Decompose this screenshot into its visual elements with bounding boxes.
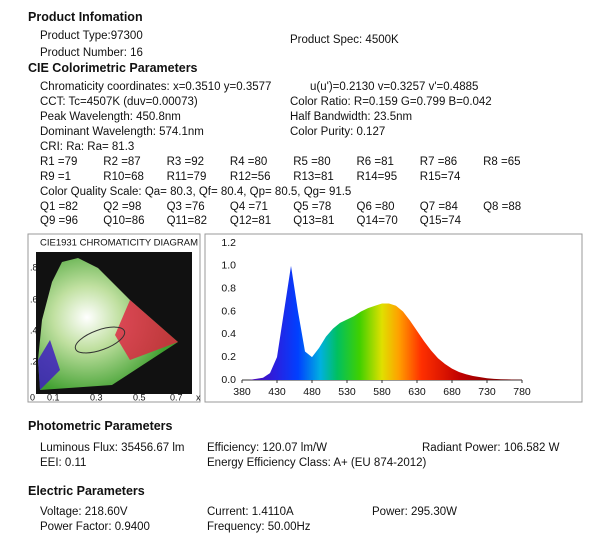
text: R10=68 bbox=[103, 171, 144, 183]
text: Q2 =98 bbox=[103, 201, 142, 213]
text: R5 =80 bbox=[293, 156, 331, 168]
y-tick-label: 0.6 bbox=[221, 305, 236, 317]
section-title: Product Infomation bbox=[28, 10, 143, 24]
section-title: Photometric Parameters bbox=[28, 419, 173, 433]
text: R2 =87 bbox=[103, 156, 141, 168]
text: Q3 =76 bbox=[166, 201, 205, 213]
text: Luminous Flux: 35456.67 lm bbox=[40, 442, 185, 454]
text: R6 =81 bbox=[356, 156, 394, 168]
text: Q13=81 bbox=[293, 215, 335, 227]
text: Q11=82 bbox=[166, 215, 207, 227]
text: Q4 =71 bbox=[229, 201, 268, 213]
text: Q9 =96 bbox=[40, 215, 79, 227]
text: Product Spec: 4500K bbox=[290, 34, 399, 46]
axis-label: .6 bbox=[30, 294, 38, 304]
text: Q12=81 bbox=[229, 215, 272, 227]
text: Power Factor: 0.9400 bbox=[40, 521, 150, 533]
text: Q5 =78 bbox=[293, 201, 332, 213]
text: R7 =86 bbox=[419, 156, 458, 168]
text: R8 =65 bbox=[483, 156, 521, 168]
text: R11=79 bbox=[166, 171, 207, 183]
text: CRI: Ra: Ra= 81.3 bbox=[40, 141, 135, 153]
x-tick-label: 430 bbox=[268, 386, 286, 398]
x-tick-label: 380 bbox=[233, 386, 251, 398]
x-tick-label: 480 bbox=[303, 386, 321, 398]
x-tick-label: 630 bbox=[408, 386, 426, 398]
section-title: Electric Parameters bbox=[28, 484, 145, 498]
axis-label: 0 bbox=[30, 392, 35, 402]
y-tick-label: 0.8 bbox=[221, 282, 236, 294]
text: Energy Efficiency Class: A+ (EU 874-2012… bbox=[207, 457, 427, 469]
diagram-title: CIE1931 CHROMATICITY DIAGRAM bbox=[40, 238, 198, 249]
text: Dominant Wavelength: 574.1nm bbox=[40, 126, 204, 138]
text: Q10=86 bbox=[103, 215, 145, 227]
text: Q15=74 bbox=[419, 215, 462, 227]
x-tick-label: 780 bbox=[513, 386, 531, 398]
text: R9 =1 bbox=[40, 171, 72, 183]
axis-label: 0.5 bbox=[133, 392, 146, 402]
axis-label: 0.1 bbox=[47, 392, 60, 402]
axis-label: 0.3 bbox=[90, 392, 103, 402]
spectrum-area bbox=[242, 265, 522, 380]
text: Product Number: 16 bbox=[40, 47, 143, 59]
text: Color Quality Scale: Qa= 80.3, Qf= 80.4,… bbox=[40, 186, 352, 198]
y-tick-label: 1.0 bbox=[221, 260, 236, 272]
y-tick-label: 0.0 bbox=[221, 374, 236, 386]
axis-label: 0.7 bbox=[170, 392, 183, 402]
y-tick-label: 0.4 bbox=[221, 328, 236, 340]
text: CCT: Tc=4507K (duv=0.00073) bbox=[40, 96, 198, 108]
x-tick-label: 730 bbox=[478, 386, 496, 398]
text: R15=74 bbox=[419, 171, 461, 183]
text: R14=95 bbox=[356, 171, 398, 183]
cie-ellipse bbox=[74, 326, 126, 354]
text: Voltage: 218.60V bbox=[40, 506, 128, 518]
text: Frequency: 50.00Hz bbox=[207, 521, 311, 533]
text: Q6 =80 bbox=[356, 201, 395, 213]
axis-label: x bbox=[196, 392, 201, 402]
text: Product Type:97300 bbox=[40, 30, 143, 42]
y-tick-label: 0.2 bbox=[221, 351, 236, 363]
text: R12=56 bbox=[229, 171, 271, 183]
text: Power: 295.30W bbox=[372, 506, 458, 518]
text: Q1 =82 bbox=[40, 201, 79, 213]
text: Q14=70 bbox=[356, 215, 398, 227]
axis-label: .2 bbox=[30, 356, 38, 366]
text: Peak Wavelength: 450.8nm bbox=[40, 111, 181, 123]
cie-blue bbox=[38, 340, 60, 390]
text: Color Purity: 0.127 bbox=[290, 126, 386, 138]
text: R13=81 bbox=[293, 171, 334, 183]
text: Q8 =88 bbox=[483, 201, 522, 213]
text: EEI: 0.11 bbox=[40, 457, 87, 469]
cie-red bbox=[115, 300, 178, 360]
section-title: CIE Colorimetric Parameters bbox=[28, 61, 198, 75]
text: R1 =79 bbox=[40, 156, 78, 168]
axis-label: .8 bbox=[30, 262, 38, 272]
text: Color Ratio: R=0.159 G=0.799 B=0.042 bbox=[290, 96, 492, 108]
y-tick-label: 1.2 bbox=[221, 237, 236, 249]
x-tick-label: 580 bbox=[373, 386, 391, 398]
x-tick-label: 530 bbox=[338, 386, 356, 398]
cie-locus bbox=[38, 258, 178, 390]
axis-label: .4 bbox=[30, 325, 38, 335]
text: Q7 =84 bbox=[419, 201, 458, 213]
text: Efficiency: 120.07 lm/W bbox=[207, 442, 327, 454]
text: Chromaticity coordinates: x=0.3510 y=0.3… bbox=[40, 81, 272, 93]
text: R3 =92 bbox=[166, 156, 204, 168]
text: Half Bandwidth: 23.5nm bbox=[290, 111, 413, 123]
x-tick-label: 680 bbox=[443, 386, 461, 398]
text: Current: 1.4110A bbox=[207, 506, 294, 518]
text: u(u')=0.2130 v=0.3257 v'=0.4885 bbox=[310, 81, 479, 93]
text: Radiant Power: 106.582 W bbox=[422, 442, 560, 454]
text: R4 =80 bbox=[229, 156, 268, 168]
